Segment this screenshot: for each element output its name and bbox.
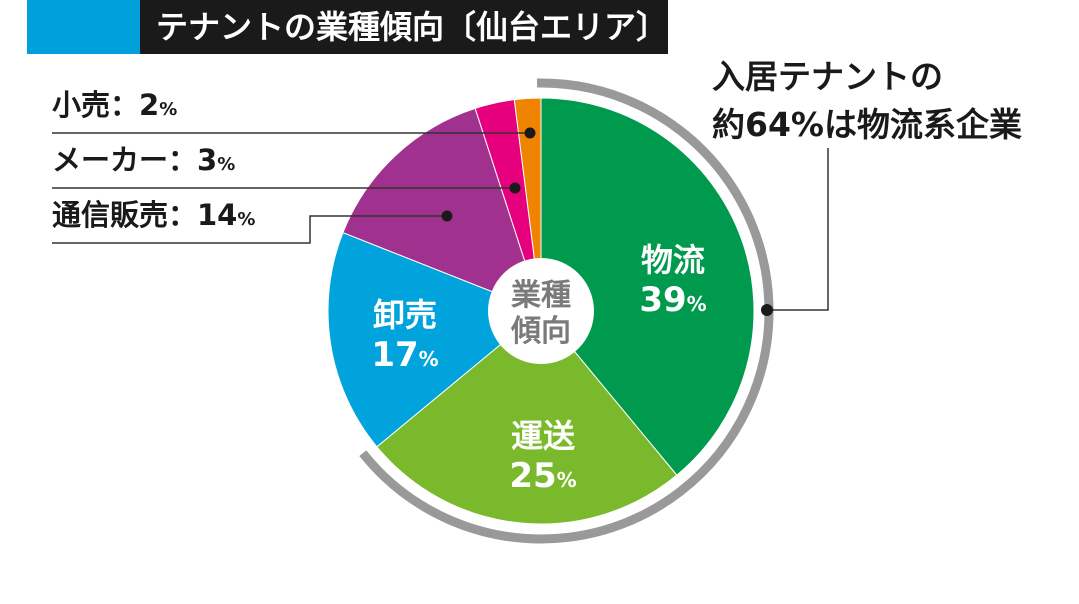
pie-slice xyxy=(376,310,678,525)
callout-group: 入居テナントの 約64%は物流系企業 xyxy=(712,57,1022,316)
outside-slice-label: 小売：2% xyxy=(52,88,536,139)
leader-dot xyxy=(509,182,521,194)
center-label-line2: 傾向 xyxy=(510,314,571,349)
leader-dot xyxy=(524,127,536,139)
slice-label-name: 物流 xyxy=(641,241,705,279)
slice-label-value: 17% xyxy=(371,335,438,375)
leader-line xyxy=(52,215,447,244)
callout-line1: 入居テナントの xyxy=(712,57,943,96)
slice-label-value: 39% xyxy=(639,280,706,320)
pie-slice xyxy=(327,231,542,448)
center-label-group: 業種 傾向 xyxy=(488,258,594,364)
pie-slice xyxy=(513,97,542,312)
callout-leader-dot xyxy=(761,304,773,316)
outside-label-layer: 通信販売：14% メーカー：3% 小売：2% xyxy=(52,88,536,244)
callout-line2: 約64%は物流系企業 xyxy=(712,105,1022,144)
slice-layer xyxy=(327,97,755,525)
slice-label-value: 25% xyxy=(509,456,576,496)
slice-label-name: 運送 xyxy=(511,417,575,455)
header-accent xyxy=(27,0,140,54)
highlight-layer xyxy=(359,78,774,544)
outside-label-text: メーカー：3% xyxy=(52,143,235,177)
pie-slice xyxy=(540,97,755,476)
outside-label-text: 通信販売：14% xyxy=(52,198,255,232)
center-label-line1: 業種 xyxy=(511,278,571,313)
header: テナントの業種傾向〔仙台エリア〕 xyxy=(27,0,668,54)
header-title: テナントの業種傾向〔仙台エリア〕 xyxy=(156,8,668,46)
outside-slice-label: メーカー：3% xyxy=(52,143,521,194)
outside-label-text: 小売：2% xyxy=(52,88,177,122)
header-background xyxy=(140,0,668,54)
outside-slice-label: 通信販売：14% xyxy=(52,198,453,244)
callout-leader-line xyxy=(767,148,829,311)
highlight-arc xyxy=(359,78,774,544)
center-circle xyxy=(488,258,594,364)
leader-dot xyxy=(441,210,453,222)
slice-label-name: 卸売 xyxy=(373,296,437,334)
